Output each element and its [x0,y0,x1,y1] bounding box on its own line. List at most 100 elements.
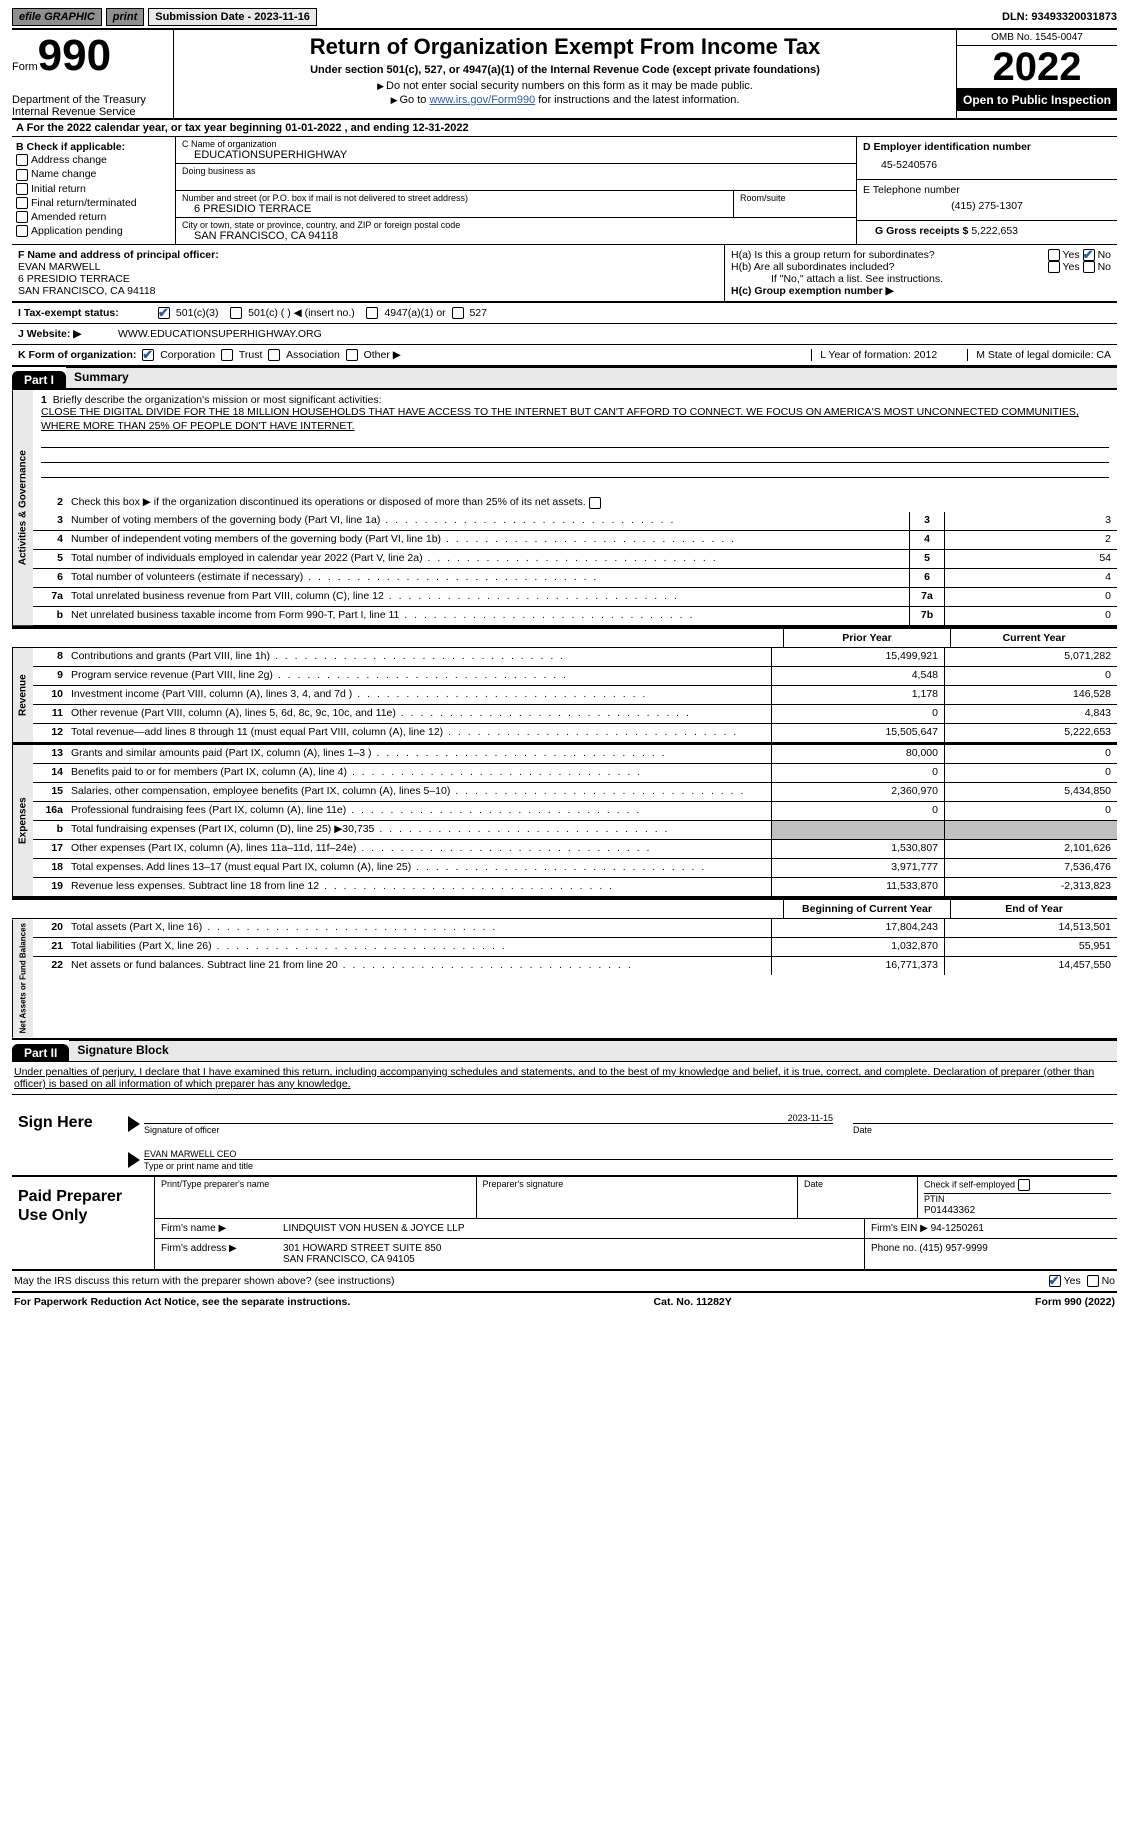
form-title: Return of Organization Exempt From Incom… [182,34,948,60]
discuss-no-checkbox[interactable] [1087,1275,1099,1287]
sign-here-label: Sign Here [12,1095,124,1175]
phone-value: (415) 275-1307 [863,196,1111,216]
hb-yes-checkbox[interactable] [1048,261,1060,273]
form-number: 990 [38,34,111,78]
name-title-label: Type or print name and title [144,1159,1113,1171]
firm-addr2: SAN FRANCISCO, CA 94105 [283,1254,858,1265]
part-ii-title: Signature Block [69,1040,1117,1062]
form-subtitle-1: Under section 501(c), 527, or 4947(a)(1)… [182,64,948,76]
checkbox-initial-return[interactable] [16,183,28,195]
top-toolbar: efile GRAPHIC print Submission Date - 20… [12,8,1117,26]
firm-phone: (415) 957-9999 [919,1243,987,1254]
mission-text: CLOSE THE DIGITAL DIVIDE FOR THE 18 MILL… [41,406,1109,433]
527-checkbox[interactable] [452,307,464,319]
hc-label: H(c) Group exemption number ▶ [731,285,1111,297]
form-word: Form [12,61,38,73]
table-row: 22Net assets or fund balances. Subtract … [33,956,1117,975]
officer-name-title: EVAN MARWELL CEO [144,1149,1113,1159]
table-row: 14Benefits paid to or for members (Part … [33,763,1117,782]
state-domicile: M State of legal domicile: CA [967,349,1111,361]
gov-line: 3Number of voting members of the governi… [33,512,1117,530]
current-year-header: Current Year [950,629,1117,647]
checkbox-address-change[interactable] [16,154,28,166]
501c-checkbox[interactable] [230,307,242,319]
dba-value [182,176,850,188]
table-row: 20Total assets (Part X, line 16)17,804,2… [33,919,1117,937]
vtab-netassets: Net Assets or Fund Balances [12,919,33,1037]
table-row: 17Other expenses (Part IX, column (A), l… [33,839,1117,858]
ptin-value: P01443362 [924,1205,975,1216]
501c3-checkbox[interactable] [158,307,170,319]
ha-yes-checkbox[interactable] [1048,249,1060,261]
table-row: 8Contributions and grants (Part VIII, li… [33,648,1117,666]
part-ii-header: Part II [12,1044,69,1062]
street-label: Number and street (or P.O. box if mail i… [182,193,727,203]
efile-button[interactable]: efile GRAPHIC [12,8,102,26]
table-row: 15Salaries, other compensation, employee… [33,782,1117,801]
checkbox-name-change[interactable] [16,169,28,181]
part-i-title: Summary [66,367,1117,389]
checkbox-application-pending[interactable] [16,225,28,237]
table-row: 13Grants and similar amounts paid (Part … [33,745,1117,763]
omb-number: OMB No. 1545-0047 [957,30,1117,46]
signature-intro: Under penalties of perjury, I declare th… [12,1062,1117,1095]
phone-label: E Telephone number [863,184,1111,196]
sig-officer-label: Signature of officer [144,1123,833,1135]
discuss-yes-checkbox[interactable] [1049,1275,1061,1287]
paid-preparer-label: Paid Preparer Use Only [12,1177,154,1269]
row-a-tax-year: A For the 2022 calendar year, or tax yea… [12,120,1117,137]
form-subtitle-3: Go to www.irs.gov/Form990 for instructio… [182,94,948,106]
form-of-org-label: K Form of organization: [18,349,136,361]
end-year-header: End of Year [950,900,1117,918]
arrow-icon [128,1152,140,1168]
ha-no-checkbox[interactable] [1083,249,1095,261]
date-label: Date [853,1123,1113,1135]
gov-line: 7aTotal unrelated business revenue from … [33,587,1117,606]
self-employed-checkbox[interactable] [1018,1179,1030,1191]
mission-label: Briefly describe the organization's miss… [53,394,382,406]
other-checkbox[interactable] [346,349,358,361]
city-label: City or town, state or province, country… [182,220,850,230]
print-button[interactable]: print [106,8,144,26]
tax-exempt-label: I Tax-exempt status: [18,307,158,319]
gov-line: 6Total number of volunteers (estimate if… [33,568,1117,587]
corporation-checkbox[interactable] [142,349,154,361]
submission-date-button[interactable]: Submission Date - 2023-11-16 [148,8,317,26]
vtab-expenses: Expenses [12,745,33,896]
column-b-checkboxes: B Check if applicable: Address change Na… [12,137,176,244]
officer-addr2: SAN FRANCISCO, CA 94118 [18,285,718,297]
ein-value: 45-5240576 [863,153,1111,175]
year-formation: L Year of formation: 2012 [811,349,937,361]
checkbox-amended-return[interactable] [16,211,28,223]
4947-checkbox[interactable] [366,307,378,319]
table-row: 12Total revenue—add lines 8 through 11 (… [33,723,1117,742]
table-row: 10Investment income (Part VIII, column (… [33,685,1117,704]
vtab-governance: Activities & Governance [12,390,33,625]
trust-checkbox[interactable] [221,349,233,361]
association-checkbox[interactable] [268,349,280,361]
gross-receipts-value: 5,222,653 [971,225,1018,237]
firm-ein: 94-1250261 [931,1223,984,1234]
sig-date: 2023-11-15 [144,1113,1113,1123]
dba-label: Doing business as [182,166,850,176]
ha-label: H(a) Is this a group return for subordin… [731,249,1048,261]
gov-line: 4Number of independent voting members of… [33,530,1117,549]
officer-addr1: 6 PRESIDIO TERRACE [18,273,718,285]
city-value: SAN FRANCISCO, CA 94118 [182,230,850,242]
org-name-label: C Name of organization [182,139,850,149]
street-value: 6 PRESIDIO TERRACE [182,203,727,215]
footer-left: For Paperwork Reduction Act Notice, see … [14,1296,350,1308]
form-header: Form990 Department of the Treasury Inter… [12,28,1117,120]
discuss-label: May the IRS discuss this return with the… [14,1275,395,1287]
prior-year-header: Prior Year [783,629,950,647]
checkbox-final-return[interactable] [16,197,28,209]
officer-name: EVAN MARWELL [18,261,718,273]
firm-addr1: 301 HOWARD STREET SUITE 850 [283,1243,858,1254]
vtab-revenue: Revenue [12,648,33,742]
website-value: WWW.EDUCATIONSUPERHIGHWAY.ORG [118,328,322,340]
arrow-icon [128,1116,140,1132]
line2-checkbox[interactable] [589,497,601,509]
hb-note: If "No," attach a list. See instructions… [731,273,1111,285]
part-i-header: Part I [12,371,66,389]
irs-link[interactable]: www.irs.gov/Form990 [429,94,535,106]
